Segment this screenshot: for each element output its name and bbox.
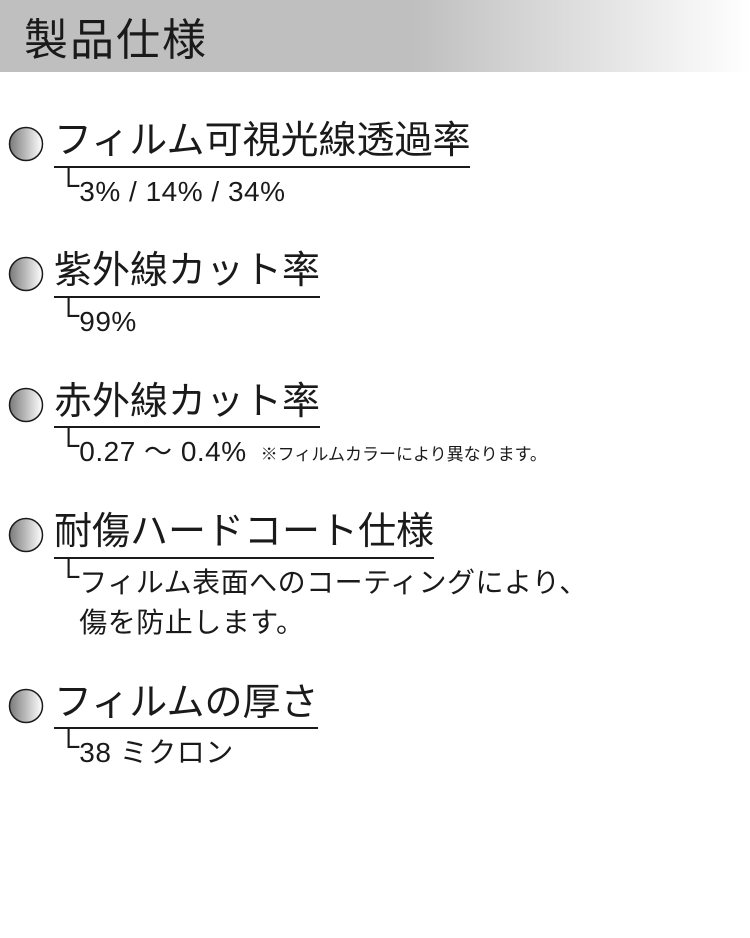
corner-icon: └ [58, 301, 79, 331]
spec-body: 耐傷ハードコート仕様 └ フィルム表面へのコーティングにより、 傷を防止します。 [54, 511, 742, 644]
corner-icon: └ [58, 562, 79, 592]
spec-label: 赤外線カット率 [54, 381, 320, 429]
spec-value-row: └ 0.27 ～ 0.4% ※フィルムカラーにより異なります。 [54, 432, 742, 473]
spec-label: 紫外線カット率 [54, 250, 320, 298]
spec-value: 3% / 14% / 34% [79, 172, 285, 213]
spec-label: フィルムの厚さ [54, 682, 318, 730]
header-bar: 製品仕様 [0, 0, 750, 72]
spec-value: 0.27 ～ 0.4% [79, 432, 246, 473]
spec-body: フィルム可視光線透過率 └ 3% / 14% / 34% [54, 120, 742, 212]
spec-item: 耐傷ハードコート仕様 └ フィルム表面へのコーティングにより、 傷を防止します。 [8, 511, 742, 644]
spec-item: 紫外線カット率 └ 99% [8, 250, 742, 342]
spec-value-row: └ 99% [54, 302, 742, 343]
spec-item: 赤外線カット率 └ 0.27 ～ 0.4% ※フィルムカラーにより異なります。 [8, 381, 742, 473]
bullet-icon [8, 126, 44, 162]
spec-body: 紫外線カット率 └ 99% [54, 250, 742, 342]
spec-list: フィルム可視光線透過率 └ 3% / 14% / 34% 紫外線カット率 └ 9… [0, 72, 750, 774]
page-title: 製品仕様 [24, 4, 208, 68]
spec-value: 99% [79, 302, 137, 343]
spec-value-row: └ フィルム表面へのコーティングにより、 傷を防止します。 [54, 563, 742, 644]
spec-value: 38 ミクロン [79, 733, 233, 774]
spec-label: 耐傷ハードコート仕様 [54, 511, 434, 559]
spec-value-row: └ 38 ミクロン [54, 733, 742, 774]
spec-value: フィルム表面へのコーティングにより、 傷を防止します。 [79, 563, 588, 644]
bullet-icon [8, 256, 44, 292]
corner-icon: └ [58, 171, 79, 201]
spec-body: 赤外線カット率 └ 0.27 ～ 0.4% ※フィルムカラーにより異なります。 [54, 381, 742, 473]
bullet-icon [8, 517, 44, 553]
spec-note: ※フィルムカラーにより異なります。 [261, 440, 547, 465]
bullet-icon [8, 387, 44, 423]
spec-item: フィルム可視光線透過率 └ 3% / 14% / 34% [8, 120, 742, 212]
spec-label: フィルム可視光線透過率 [54, 120, 470, 168]
corner-icon: └ [58, 431, 79, 461]
spec-body: フィルムの厚さ └ 38 ミクロン [54, 682, 742, 774]
spec-value-row: └ 3% / 14% / 34% [54, 172, 742, 213]
bullet-icon [8, 688, 44, 724]
corner-icon: └ [58, 732, 79, 762]
spec-item: フィルムの厚さ └ 38 ミクロン [8, 682, 742, 774]
